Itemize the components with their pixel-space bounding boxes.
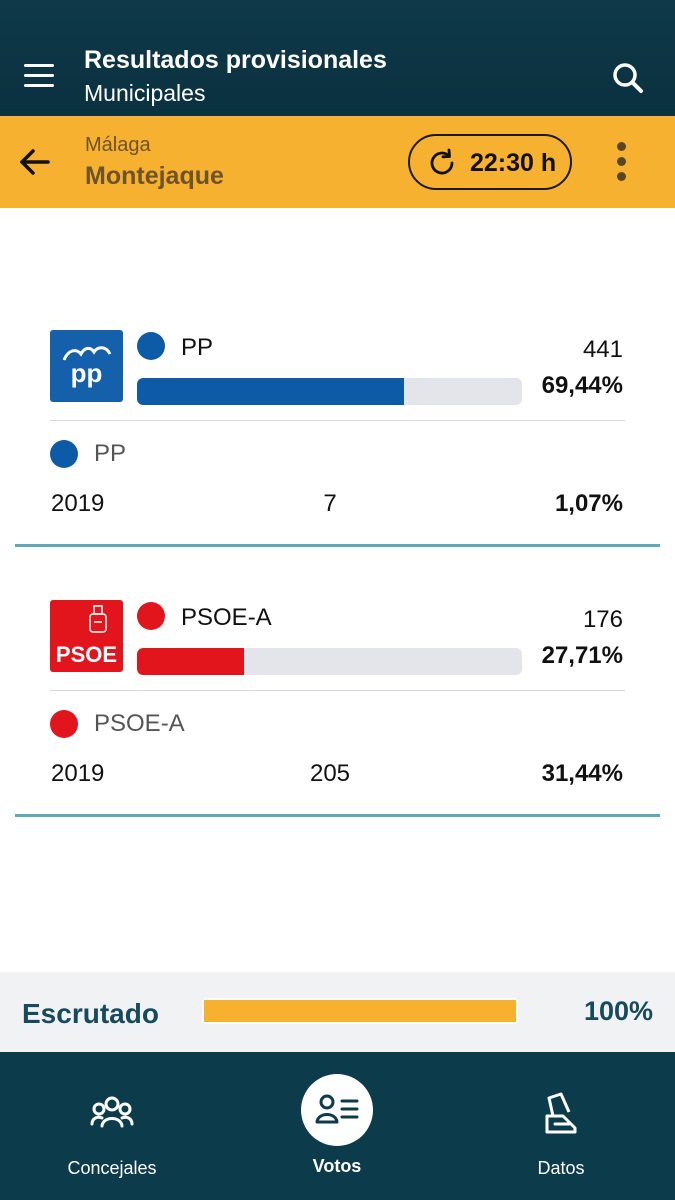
update-time: 22:30 h: [470, 149, 557, 177]
previous-percent: 31,44%: [541, 760, 623, 787]
pp-logo: pp: [50, 330, 123, 402]
bottom-navigation: Concejales Votos Datos: [0, 1052, 675, 1200]
scrutiny-progress-fill: [202, 998, 518, 1024]
psoe-logo: PSOE: [50, 600, 123, 672]
nav-label: Votos: [312, 1156, 362, 1176]
previous-party-name: PP: [94, 440, 127, 467]
vote-share-fill: [137, 648, 244, 675]
party-percent: 69,44%: [541, 372, 623, 399]
search-icon[interactable]: [608, 58, 648, 98]
party-percent: 27,71%: [541, 642, 623, 669]
location-bar: Málaga Montejaque 22:30 h: [0, 116, 675, 208]
nav-votos[interactable]: Votos: [265, 1052, 409, 1200]
previous-votes: 205: [309, 760, 351, 787]
psoe-logo-text: PSOE: [56, 642, 117, 667]
scrutiny-progress: [202, 998, 518, 1024]
previous-votes: 7: [323, 490, 337, 517]
party-color-dot: [137, 332, 165, 360]
nav-label: Concejales: [67, 1158, 157, 1178]
app-header: Resultados provisionales Municipales: [0, 0, 675, 116]
party-name: PSOE-A: [181, 604, 272, 631]
scrutiny-bar: Escrutado 100%: [0, 972, 675, 1052]
vote-list-icon: [315, 1094, 359, 1124]
party-card-pp[interactable]: pp PP 441 69,44% PP 2019 7 1,07%: [15, 322, 660, 547]
ballot-box-icon: [545, 1092, 577, 1134]
party-name: PP: [181, 334, 214, 361]
party-votes: 441: [582, 336, 623, 363]
menu-icon[interactable]: [22, 62, 56, 90]
people-group-icon: [90, 1096, 134, 1128]
vote-share-fill: [137, 378, 405, 405]
page-subtitle: Municipales: [84, 80, 206, 106]
previous-year: 2019: [51, 760, 105, 787]
more-options-icon[interactable]: [608, 140, 636, 184]
previous-party-color-dot: [50, 710, 78, 738]
previous-year: 2019: [51, 490, 105, 517]
vote-share-bar: [137, 648, 522, 675]
province-label: Málaga: [85, 134, 151, 156]
divider: [50, 420, 625, 421]
previous-party-color-dot: [50, 440, 78, 468]
previous-party-name: PSOE-A: [94, 710, 185, 737]
vote-share-bar: [137, 378, 522, 405]
scrutiny-percent: 100%: [583, 996, 653, 1026]
page-title: Resultados provisionales: [84, 46, 387, 74]
active-indicator: [301, 1074, 373, 1146]
previous-percent: 1,07%: [554, 490, 623, 517]
nav-label: Datos: [537, 1158, 585, 1178]
party-votes: 176: [582, 606, 623, 633]
party-color-dot: [137, 602, 165, 630]
town-label: Montejaque: [85, 162, 224, 190]
scrutiny-label: Escrutado: [22, 998, 159, 1029]
divider: [50, 690, 625, 691]
refresh-icon: [430, 148, 454, 175]
nav-datos[interactable]: Datos: [489, 1052, 633, 1200]
pp-logo-text: pp: [71, 358, 103, 388]
party-card-psoe-a[interactable]: PSOE PSOE-A 176 27,71% PSOE-A 2019 205 3…: [15, 592, 660, 817]
refresh-button[interactable]: 22:30 h: [408, 134, 572, 190]
back-arrow-icon[interactable]: [16, 144, 54, 180]
nav-concejales[interactable]: Concejales: [40, 1052, 184, 1200]
